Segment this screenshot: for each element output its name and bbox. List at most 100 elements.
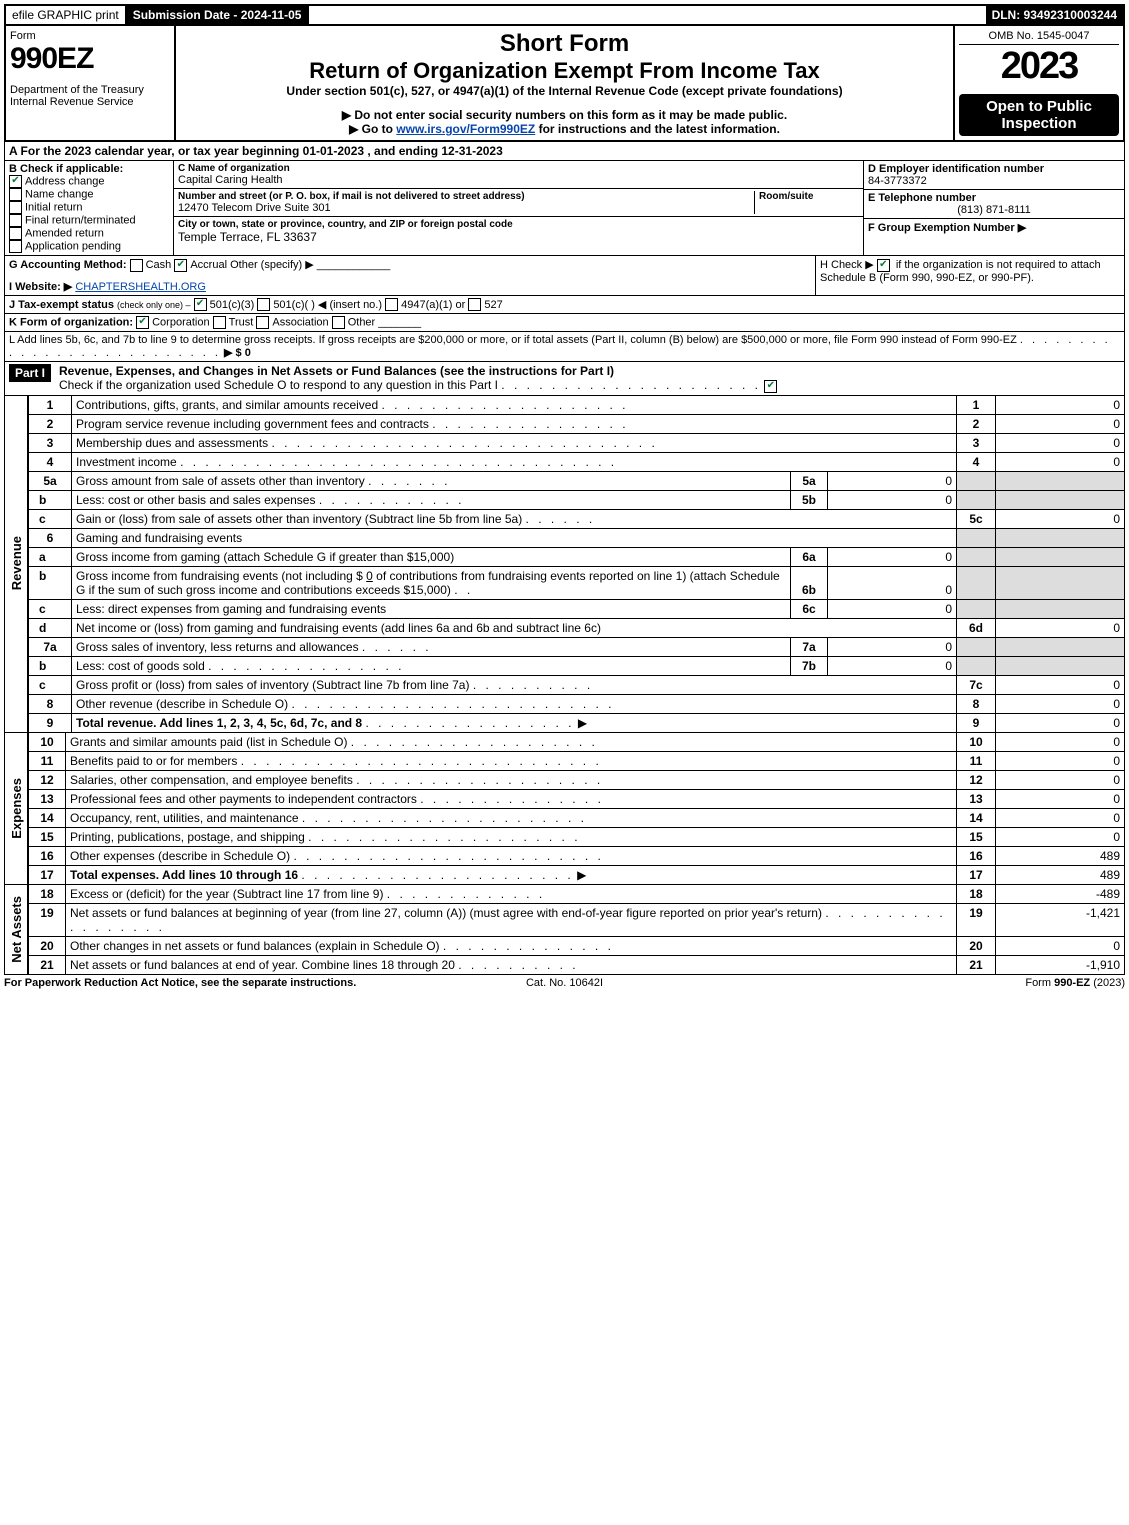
c-street-row: Number and street (or P. O. box, if mail… [174, 189, 863, 217]
phone-value: (813) 871-8111 [868, 204, 1120, 216]
chk-address-change[interactable] [9, 175, 22, 188]
org-name: Capital Caring Health [178, 174, 859, 186]
line-1: 1Contributions, gifts, grants, and simil… [29, 396, 1125, 415]
k-label: K Form of organization: [9, 317, 133, 329]
g-other: Other (specify) ▶ [230, 259, 314, 271]
line-19: 19Net assets or fund balances at beginni… [29, 903, 1125, 936]
part1-title: Revenue, Expenses, and Changes in Net As… [59, 364, 614, 378]
chk-amended-return[interactable] [9, 227, 22, 240]
chk-cash[interactable] [130, 259, 143, 272]
d-label: D Employer identification number [868, 163, 1120, 175]
line-6: 6Gaming and fundraising events [29, 528, 1125, 547]
chk-h[interactable] [877, 259, 890, 272]
footer-right: Form 990-EZ (2023) [751, 977, 1125, 989]
dept-2: Internal Revenue Service [10, 96, 170, 108]
line-7a: 7aGross sales of inventory, less returns… [29, 637, 1125, 656]
g-label: G Accounting Method: [9, 259, 127, 271]
line-2: 2Program service revenue including gover… [29, 414, 1125, 433]
f-row: F Group Exemption Number ▶ [864, 219, 1124, 236]
i-label: I Website: ▶ [9, 281, 72, 293]
footer-left: For Paperwork Reduction Act Notice, see … [4, 977, 378, 989]
c-room-label: Room/suite [759, 191, 859, 202]
line-12: 12Salaries, other compensation, and empl… [29, 770, 1125, 789]
note-ssn: ▶ Do not enter social security numbers o… [180, 108, 949, 122]
section-bcde: B Check if applicable: Address change Na… [4, 161, 1125, 256]
line-6d: dNet income or (loss) from gaming and fu… [29, 618, 1125, 637]
dln: DLN: 93492310003244 [986, 6, 1123, 24]
side-revenue: Revenue [8, 532, 25, 594]
chk-initial-return[interactable] [9, 201, 22, 214]
line-11: 11Benefits paid to or for members . . . … [29, 751, 1125, 770]
efile-label[interactable]: efile GRAPHIC print [6, 6, 127, 24]
chk-accrual[interactable] [174, 259, 187, 272]
chk-part1-schedO[interactable] [764, 380, 777, 393]
submission-date: Submission Date - 2024-11-05 [127, 6, 310, 24]
line-21: 21Net assets or fund balances at end of … [29, 955, 1125, 974]
j-row: J Tax-exempt status (check only one) ‒ 5… [4, 296, 1125, 315]
side-netassets: Net Assets [8, 892, 25, 967]
k-o3: Association [272, 317, 328, 329]
row-a: A For the 2023 calendar year, or tax yea… [4, 142, 1125, 161]
chk-other-org[interactable] [332, 316, 345, 329]
chk-final-return[interactable] [9, 214, 22, 227]
irs-link[interactable]: www.irs.gov/Form990EZ [396, 122, 535, 136]
chk-527[interactable] [468, 298, 481, 311]
g-cash: Cash [146, 259, 172, 271]
e-label: E Telephone number [868, 192, 1120, 204]
col-de: D Employer identification number 84-3773… [863, 161, 1124, 255]
line-18: 18Excess or (deficit) for the year (Subt… [29, 885, 1125, 904]
l-text: L Add lines 5b, 6c, and 7b to line 9 to … [9, 334, 1017, 346]
org-street: 12470 Telecom Drive Suite 301 [178, 202, 754, 214]
footer-center: Cat. No. 10642I [378, 977, 752, 989]
note-goto: ▶ Go to www.irs.gov/Form990EZ for instru… [180, 122, 949, 136]
j-label: J Tax-exempt status [9, 299, 114, 311]
b-item-0: Address change [25, 175, 105, 187]
expenses-block: Expenses 10Grants and similar amounts pa… [4, 733, 1125, 885]
line-3: 3Membership dues and assessments . . . .… [29, 433, 1125, 452]
col-b: B Check if applicable: Address change Na… [5, 161, 174, 255]
open-to-public: Open to Public Inspection [959, 94, 1119, 136]
c-city-row: City or town, state or province, country… [174, 217, 863, 246]
line-9: 9Total revenue. Add lines 1, 2, 3, 4, 5c… [29, 713, 1125, 732]
line-6c: cLess: direct expenses from gaming and f… [29, 599, 1125, 618]
k-o1: Corporation [152, 317, 209, 329]
dept-1: Department of the Treasury [10, 84, 170, 96]
line-5a: 5aGross amount from sale of assets other… [29, 471, 1125, 490]
c-name-label: C Name of organization [178, 163, 859, 174]
tax-year: 2023 [959, 45, 1119, 88]
org-city: Temple Terrace, FL 33637 [178, 230, 859, 244]
b-item-5: Application pending [25, 240, 121, 252]
expenses-table: 10Grants and similar amounts paid (list … [28, 733, 1125, 885]
line-14: 14Occupancy, rent, utilities, and mainte… [29, 808, 1125, 827]
h-pre: H Check ▶ [820, 259, 877, 271]
header-left: Form 990EZ Department of the Treasury In… [6, 26, 176, 140]
line-6a: aGross income from gaming (attach Schedu… [29, 547, 1125, 566]
revenue-table: 1Contributions, gifts, grants, and simil… [28, 396, 1125, 733]
chk-assoc[interactable] [256, 316, 269, 329]
chk-501c3[interactable] [194, 298, 207, 311]
line-5b: bLess: cost or other basis and sales exp… [29, 490, 1125, 509]
subtitle: Under section 501(c), 527, or 4947(a)(1)… [180, 84, 949, 98]
line-20: 20Other changes in net assets or fund ba… [29, 936, 1125, 955]
form-word: Form [10, 30, 170, 42]
chk-4947[interactable] [385, 298, 398, 311]
chk-corp[interactable] [136, 316, 149, 329]
line-13: 13Professional fees and other payments t… [29, 789, 1125, 808]
part1-label: Part I [9, 364, 51, 382]
footer: For Paperwork Reduction Act Notice, see … [4, 975, 1125, 989]
chk-name-change[interactable] [9, 188, 22, 201]
line-15: 15Printing, publications, postage, and s… [29, 827, 1125, 846]
chk-trust[interactable] [213, 316, 226, 329]
website-link[interactable]: CHAPTERSHEALTH.ORG [75, 281, 206, 293]
b-item-3: Final return/terminated [25, 214, 136, 226]
line-16: 16Other expenses (describe in Schedule O… [29, 846, 1125, 865]
line-7c: cGross profit or (loss) from sales of in… [29, 675, 1125, 694]
g-row: G Accounting Method: Cash Accrual Other … [5, 256, 815, 295]
chk-501c[interactable] [257, 298, 270, 311]
top-bar: efile GRAPHIC print Submission Date - 20… [4, 4, 1125, 26]
k-o2: Trust [229, 317, 254, 329]
j-note: (check only one) ‒ [117, 300, 191, 310]
b-label: B Check if applicable: [9, 163, 169, 175]
line-6b: bGross income from fundraising events (n… [29, 566, 1125, 599]
chk-application-pending[interactable] [9, 240, 22, 253]
